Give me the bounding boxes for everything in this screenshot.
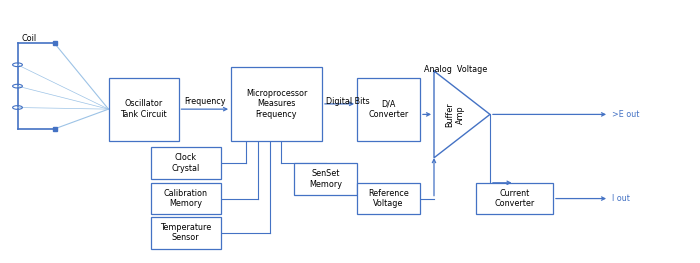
Text: Clock
Crystal: Clock Crystal: [172, 153, 200, 173]
FancyBboxPatch shape: [231, 67, 322, 141]
Text: Calibration
Memory: Calibration Memory: [164, 189, 207, 208]
FancyBboxPatch shape: [476, 183, 553, 214]
Text: Frequency: Frequency: [184, 97, 225, 106]
Text: Digital Bits: Digital Bits: [326, 97, 369, 106]
FancyBboxPatch shape: [357, 78, 420, 141]
Text: D/A
Converter: D/A Converter: [368, 99, 409, 119]
Text: Microprocessor
Measures
Frequency: Microprocessor Measures Frequency: [246, 89, 307, 119]
Text: Analog  Voltage: Analog Voltage: [424, 65, 486, 74]
Text: Oscillator
Tank Circuit: Oscillator Tank Circuit: [120, 99, 167, 119]
Text: >E out: >E out: [612, 110, 640, 119]
Text: Reference
Voltage: Reference Voltage: [368, 189, 409, 208]
FancyBboxPatch shape: [294, 163, 357, 195]
Text: Current
Converter: Current Converter: [494, 189, 535, 208]
FancyBboxPatch shape: [108, 78, 178, 141]
FancyBboxPatch shape: [150, 183, 220, 214]
Text: Buffer
Amp: Buffer Amp: [445, 102, 465, 127]
Text: SenSet
Memory: SenSet Memory: [309, 169, 342, 189]
FancyBboxPatch shape: [150, 147, 220, 179]
Text: I out: I out: [612, 194, 631, 203]
FancyBboxPatch shape: [150, 217, 220, 249]
FancyBboxPatch shape: [357, 183, 420, 214]
Text: Coil: Coil: [21, 34, 36, 43]
Text: Temperature
Sensor: Temperature Sensor: [160, 223, 211, 242]
